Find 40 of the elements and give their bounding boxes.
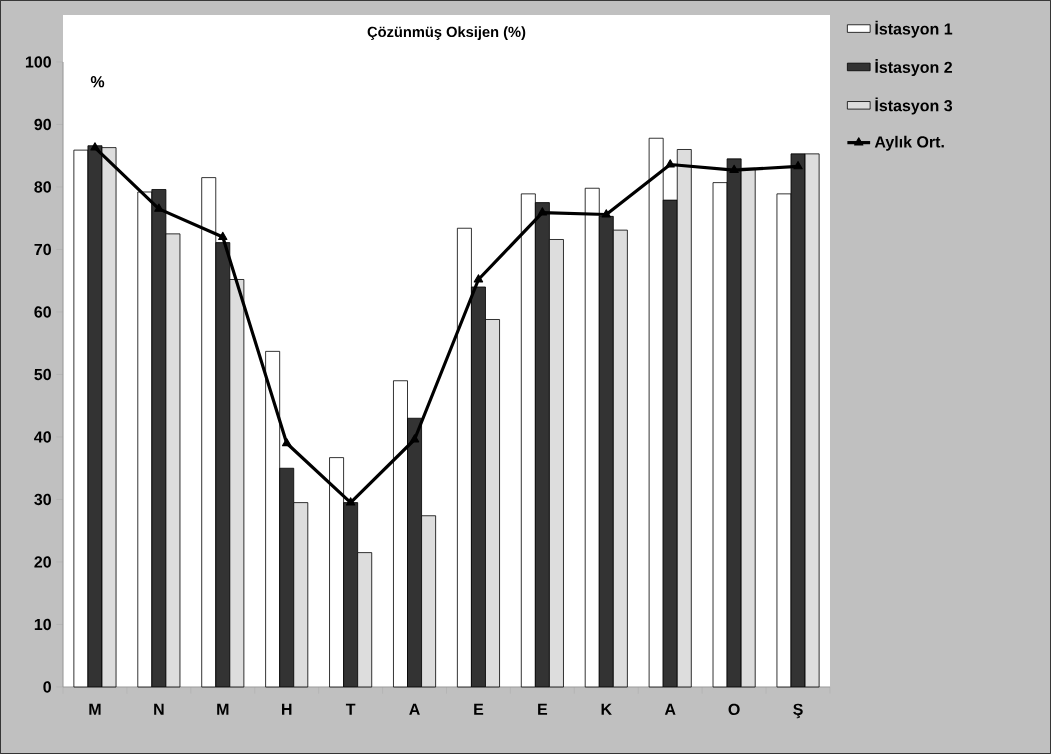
- x-tick-label: O: [728, 703, 740, 716]
- x-tick-label: E: [538, 703, 548, 715]
- legend-label: İstasyon 2: [875, 59, 952, 77]
- point: [345, 497, 356, 506]
- y-tick-label: 50: [34, 368, 51, 381]
- legend-label: Aylık Ort.: [874, 135, 944, 151]
- point: [409, 434, 420, 443]
- x-tick-label: M: [217, 703, 229, 715]
- x-tick-label: K: [601, 703, 612, 715]
- x-tick-label: H: [282, 703, 292, 715]
- x-tick-label: Ş: [793, 703, 803, 719]
- point: [793, 161, 803, 170]
- point: [282, 437, 292, 447]
- point: [537, 207, 548, 216]
- x-tick-label: T: [345, 703, 356, 715]
- y-tick-label: 0: [43, 681, 51, 693]
- y-tick-label: 80: [34, 181, 51, 193]
- x-tick-label: E: [474, 703, 484, 715]
- y-tick-label: 60: [34, 306, 51, 318]
- point: [473, 274, 484, 283]
- legend-label: İstasyon 1: [875, 20, 953, 38]
- x-tick-label: N: [154, 703, 164, 715]
- y-tick-label: 100: [25, 56, 51, 68]
- legend-label: İstasyon 3: [875, 97, 953, 115]
- chart-title: Çözünmüş Oksijen (%): [367, 26, 526, 40]
- y-axis-title: %: [90, 76, 105, 88]
- y-tick-label: 70: [34, 243, 51, 256]
- point: [218, 231, 228, 240]
- y-tick-label: 30: [34, 493, 51, 506]
- x-tick-label: A: [664, 703, 676, 715]
- y-tick-label: 20: [34, 556, 51, 568]
- point: [729, 164, 739, 174]
- point: [665, 159, 675, 168]
- x-tick-label: M: [89, 703, 101, 715]
- point: [601, 209, 611, 218]
- y-tick-label: 40: [34, 431, 51, 443]
- y-tick-label: 10: [34, 618, 51, 631]
- y-tick-label: 90: [34, 118, 51, 131]
- point: [90, 142, 100, 151]
- x-tick-label: A: [409, 703, 420, 715]
